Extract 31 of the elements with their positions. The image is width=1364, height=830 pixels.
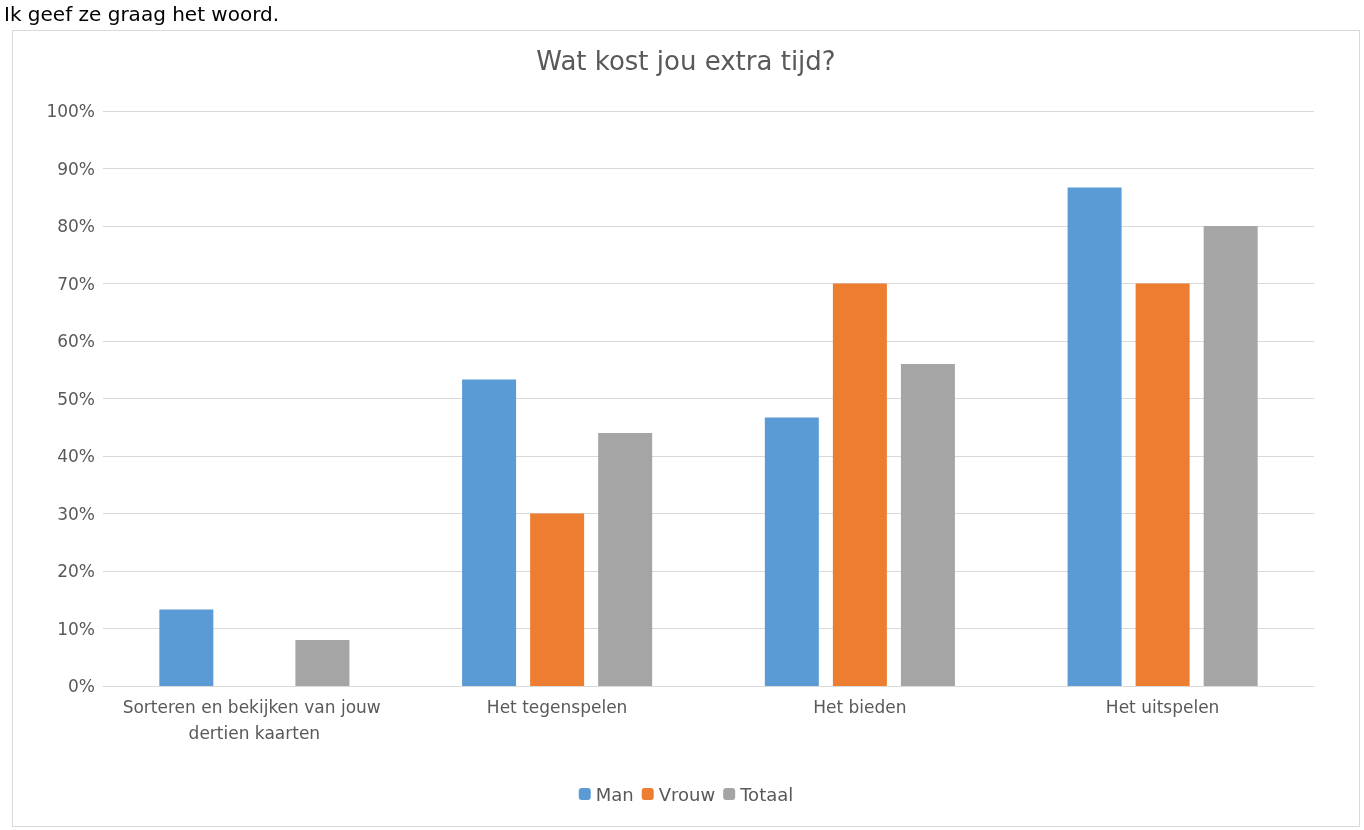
legend-label: Vrouw [658,783,716,805]
y-tick-label: 40% [57,446,95,466]
bar [832,283,887,686]
bar [1067,187,1122,686]
legend-label: Man [595,783,634,805]
y-tick-label: 60% [57,331,95,351]
text: Ik geef ze graag het woord. [4,2,280,26]
y-tick-label: 100% [46,101,95,121]
bar [1203,226,1258,686]
y-tick-label: 70% [57,273,95,294]
x-tick-label: Het bieden [813,697,907,717]
x-tick-label: Sorteren en bekijken van jouw dertien kaarten [122,697,387,743]
y-tick-label: 80% [57,216,95,236]
bar [295,640,350,686]
y-tick-label: 90% [57,158,95,179]
y-tick-label: 0% [68,676,95,696]
bar [159,609,214,686]
chart-title: Wat kost jou extra tijd? [536,46,836,76]
y-tick-label: 50% [57,388,95,409]
bar [530,513,585,686]
bar [900,364,955,686]
y-tick-label: 20% [57,561,95,581]
bar [1135,283,1190,686]
x-tick-label: Het uitspelen [1105,697,1220,717]
y-tick-label: 10% [57,618,95,639]
bar [764,417,819,686]
y-tick-label: 30% [57,503,95,524]
bar [598,433,653,686]
x-tick-label: Het tegenspelen [486,697,628,717]
legend-label: Totaal [739,783,794,805]
bar [462,379,517,686]
